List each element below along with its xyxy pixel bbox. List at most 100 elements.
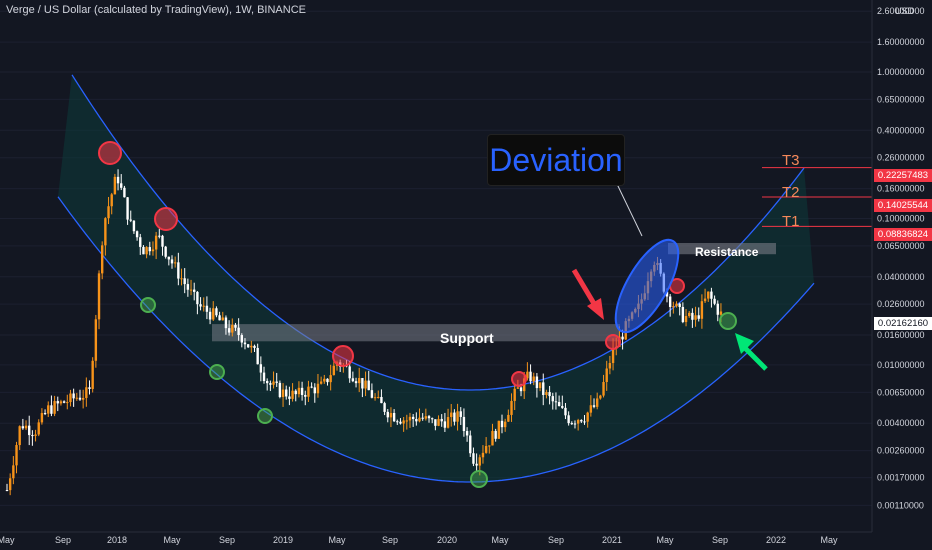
candle-down [396, 421, 399, 423]
red-arrow-shaft [571, 268, 599, 309]
deviation-ellipse [614, 238, 680, 334]
candle-up [291, 390, 294, 399]
candle-up [586, 412, 589, 422]
x-tick-label: Sep [55, 535, 71, 545]
candle-up [202, 305, 205, 307]
candle-down [554, 401, 558, 403]
y-tick-label: 0.06500000 [877, 241, 925, 251]
x-tick-label: May [163, 535, 181, 545]
candle-up [491, 430, 494, 446]
candle-down [519, 387, 523, 392]
candle-down [139, 237, 142, 247]
x-tick-label: May [491, 535, 509, 545]
candle-up [12, 465, 15, 479]
candle-down [415, 419, 418, 422]
y-tick-label: 0.10000000 [877, 213, 925, 223]
candle-down [535, 376, 539, 389]
candle-up [608, 363, 612, 369]
candle-up [402, 420, 405, 424]
candle-down [462, 416, 466, 432]
y-tick-label: 0.00110000 [877, 500, 924, 510]
candle-up [358, 378, 361, 384]
candle-down [161, 235, 164, 247]
candle-up [545, 392, 548, 395]
candle-down [199, 304, 202, 307]
candle-down [246, 344, 250, 348]
candle-down [262, 372, 266, 381]
candle-down [78, 397, 82, 400]
candle-up [599, 395, 602, 399]
x-tick-label: Sep [712, 535, 728, 545]
candle-down [186, 284, 190, 290]
candle-down [62, 401, 66, 403]
candle-down [592, 405, 596, 407]
candle-down [126, 197, 129, 220]
candle-up [688, 312, 691, 317]
candle-up [110, 194, 113, 207]
candle-up [446, 417, 450, 428]
candle-up [510, 400, 513, 415]
candle-down [265, 380, 269, 384]
y-tick-label: 1.00000000 [877, 67, 925, 77]
candle-up [59, 401, 63, 404]
y-axis: 3.600000002.600000001.600000001.00000000… [871, 0, 925, 532]
candle-down [218, 315, 221, 321]
candle-up [507, 414, 510, 422]
candle-up [113, 176, 117, 195]
candle-down [580, 420, 583, 422]
candle-down [170, 259, 174, 264]
candle-down [237, 327, 240, 336]
candle-down [288, 396, 291, 399]
candle-down [234, 324, 237, 328]
y-tick-label: 0.40000000 [877, 125, 925, 135]
resistance-label: Resistance [695, 245, 759, 259]
candle-up [47, 405, 50, 414]
candle-up [703, 298, 707, 302]
candle-down [573, 423, 577, 425]
candle-up [373, 397, 377, 399]
candle-up [602, 381, 605, 396]
candle-down [551, 396, 554, 402]
candle-down [542, 382, 545, 395]
candle-down [367, 380, 370, 391]
candle-down [167, 256, 171, 260]
candle-down [278, 382, 282, 398]
candle-down [472, 453, 475, 464]
candle-up [389, 413, 393, 418]
deviation-label: Deviation [487, 134, 625, 186]
candle-up [24, 425, 28, 429]
candle-up [456, 411, 459, 422]
candle-up [595, 398, 599, 407]
y-tick-label: 0.01000000 [877, 360, 925, 370]
y-tick-label: 0.00260000 [877, 446, 925, 456]
candle-down [383, 403, 386, 412]
candle-down [43, 413, 47, 415]
candle-up [707, 291, 710, 299]
zones [212, 242, 776, 342]
channel-lower-line [57, 196, 815, 483]
candle-up [231, 324, 234, 333]
candle-up [576, 420, 580, 424]
candle-down [392, 413, 396, 422]
candle-down [123, 187, 126, 198]
candle-down [294, 390, 297, 395]
candle-down [304, 394, 307, 397]
currency-label: USD [894, 6, 914, 16]
candle-down [164, 246, 167, 257]
candle-down [583, 421, 586, 423]
x-axis: May Sep 2018 May Sep 2019 May Sep 2020 May Sep 2021… [0, 531, 872, 545]
candle-up [221, 317, 224, 321]
target-lines [762, 167, 872, 227]
candle-up [34, 434, 37, 436]
candle-up [497, 420, 501, 439]
y-tick-label: 0.00400000 [877, 418, 925, 428]
candle-down [430, 418, 434, 420]
top-marker [605, 334, 621, 350]
candle-down [494, 430, 497, 439]
candle-up [81, 397, 85, 400]
candle-down [469, 435, 472, 454]
candle-down [475, 463, 478, 466]
candle-down [50, 405, 53, 414]
candle-up [319, 381, 323, 384]
